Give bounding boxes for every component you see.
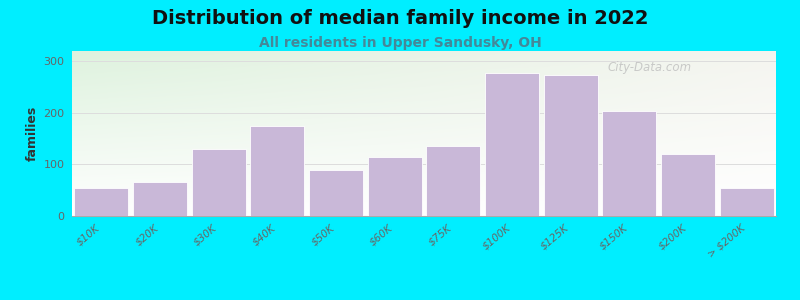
Bar — [309, 169, 363, 216]
Bar — [544, 75, 598, 216]
Bar — [250, 126, 304, 216]
Bar — [661, 154, 715, 216]
Bar — [192, 149, 246, 216]
Bar — [368, 157, 422, 216]
Bar — [426, 146, 480, 216]
Text: Distribution of median family income in 2022: Distribution of median family income in … — [152, 9, 648, 28]
Text: City-Data.com: City-Data.com — [607, 61, 691, 74]
Y-axis label: families: families — [26, 106, 39, 161]
Bar — [74, 188, 128, 216]
Text: All residents in Upper Sandusky, OH: All residents in Upper Sandusky, OH — [258, 36, 542, 50]
Bar — [602, 111, 656, 216]
Bar — [720, 188, 774, 216]
Bar — [133, 182, 187, 216]
Bar — [485, 73, 539, 216]
